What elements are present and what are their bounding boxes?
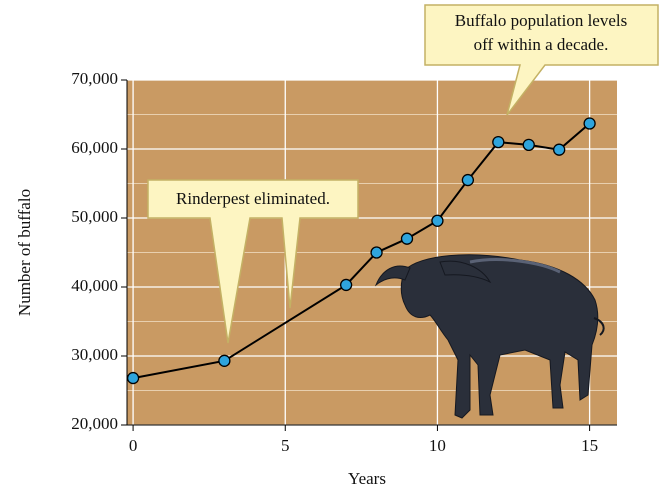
data-point [523, 139, 534, 150]
y-axis-label: Number of buffalo [15, 189, 34, 316]
y-tick-label: 60,000 [71, 138, 118, 157]
y-tick-label: 70,000 [71, 69, 118, 88]
y-tick-label: 20,000 [71, 414, 118, 433]
data-point [341, 279, 352, 290]
data-point [402, 233, 413, 244]
y-tick-label: 30,000 [71, 345, 118, 364]
x-tick-label: 5 [281, 436, 290, 455]
data-point [493, 137, 504, 148]
data-point [128, 373, 139, 384]
x-axis-label: Years [348, 469, 386, 488]
chart: 20,000 30,000 40,000 50,000 60,000 70,000 0 5 10… [0, 0, 660, 493]
annotation-text: off within a decade. [474, 35, 609, 54]
data-point [554, 144, 565, 155]
x-tick-label: 15 [581, 436, 598, 455]
data-point [219, 355, 230, 366]
plot-area: 20,000 30,000 40,000 50,000 60,000 70,000 0 5 10… [71, 69, 617, 455]
annotation-text: Buffalo population levels [455, 11, 628, 30]
x-tick-label: 0 [129, 436, 138, 455]
annotation-text: Rinderpest eliminated. [176, 189, 330, 208]
x-tick-label: 10 [429, 436, 446, 455]
data-point [584, 118, 595, 129]
data-point [371, 247, 382, 258]
data-point [432, 215, 443, 226]
data-point [462, 175, 473, 186]
y-tick-label: 50,000 [71, 207, 118, 226]
y-tick-label: 40,000 [71, 276, 118, 295]
